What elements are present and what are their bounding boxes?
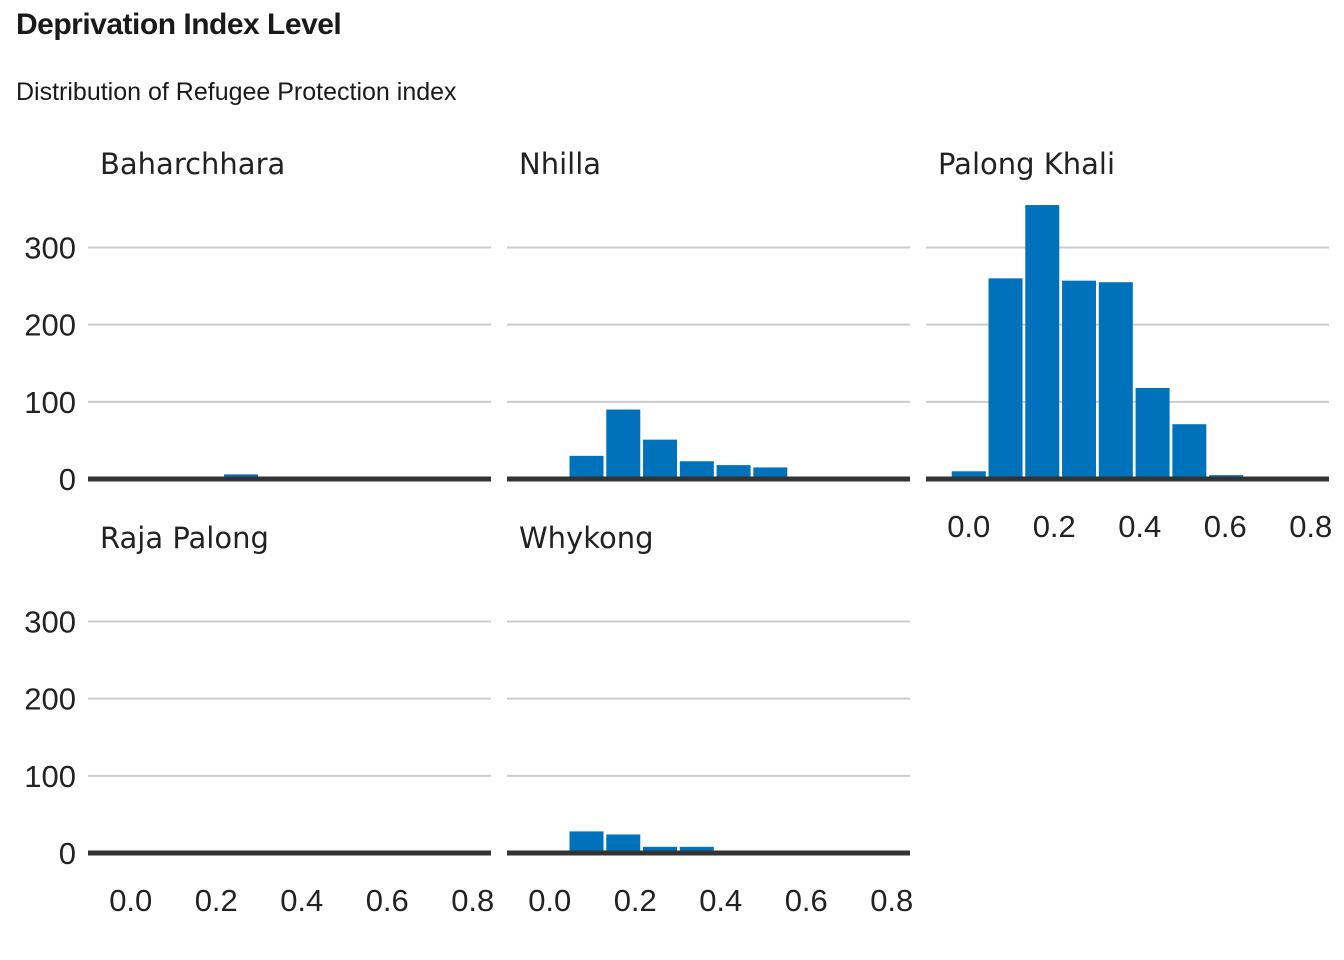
histogram-bar-palong-khali bbox=[1098, 282, 1133, 479]
x-tick-label: 0.6 bbox=[366, 883, 409, 918]
histogram-bar-whykong bbox=[643, 846, 678, 853]
x-tick-label: 0.8 bbox=[451, 883, 494, 918]
x-tick-label: 0.6 bbox=[785, 883, 828, 918]
x-tick-label: 0.0 bbox=[109, 883, 152, 918]
x-tick-label: 0.0 bbox=[947, 509, 990, 544]
facet-label-raja-palong: Raja Palong bbox=[100, 521, 269, 555]
histogram-bar-whykong bbox=[569, 831, 604, 853]
facet-label-baharchhara: Baharchhara bbox=[100, 147, 285, 181]
histogram-bar-nhilla bbox=[679, 461, 714, 479]
histogram-bar-palong-khali bbox=[1172, 424, 1207, 479]
histogram-bar-palong-khali bbox=[1135, 387, 1170, 479]
histogram-bar-nhilla bbox=[643, 439, 678, 479]
x-tick-label: 0.4 bbox=[1118, 509, 1161, 544]
y-tick-label: 300 bbox=[24, 604, 76, 639]
x-tick-label: 0.8 bbox=[870, 883, 913, 918]
y-tick-label: 300 bbox=[24, 230, 76, 265]
histogram-bar-palong-khali bbox=[1062, 280, 1097, 479]
histogram-bar-whykong bbox=[606, 834, 641, 853]
x-tick-label: 0.2 bbox=[614, 883, 657, 918]
facet-label-nhilla: Nhilla bbox=[519, 147, 601, 181]
y-tick-label: 200 bbox=[24, 308, 76, 343]
y-tick-label: 100 bbox=[24, 385, 76, 420]
histogram-bar-nhilla bbox=[716, 465, 751, 479]
x-tick-label: 0.2 bbox=[195, 883, 238, 918]
histogram-bar-palong-khali bbox=[988, 278, 1023, 479]
histogram-bar-nhilla bbox=[569, 455, 604, 479]
y-tick-label: 100 bbox=[24, 759, 76, 794]
histogram-bar-nhilla bbox=[753, 467, 788, 479]
facet-label-whykong: Whykong bbox=[519, 521, 654, 555]
x-tick-label: 0.4 bbox=[280, 883, 323, 918]
x-tick-label: 0.8 bbox=[1289, 509, 1332, 544]
histogram-bar-palong-khali bbox=[951, 471, 986, 479]
x-tick-label: 0.0 bbox=[528, 883, 571, 918]
y-tick-label: 200 bbox=[24, 682, 76, 717]
chart-title: Deprivation Index Level bbox=[16, 8, 342, 41]
y-tick-label: 0 bbox=[59, 462, 76, 497]
histogram-bar-nhilla bbox=[606, 409, 641, 479]
facet-label-palong-khali: Palong Khali bbox=[938, 147, 1115, 181]
chart-subtitle: Distribution of Refugee Protection index bbox=[16, 78, 457, 106]
y-tick-label: 0 bbox=[59, 836, 76, 871]
histogram-bar-palong-khali bbox=[1025, 205, 1060, 479]
x-tick-label: 0.4 bbox=[699, 883, 742, 918]
x-tick-label: 0.2 bbox=[1033, 509, 1076, 544]
histogram-bar-whykong bbox=[679, 846, 714, 853]
x-tick-label: 0.6 bbox=[1204, 509, 1247, 544]
